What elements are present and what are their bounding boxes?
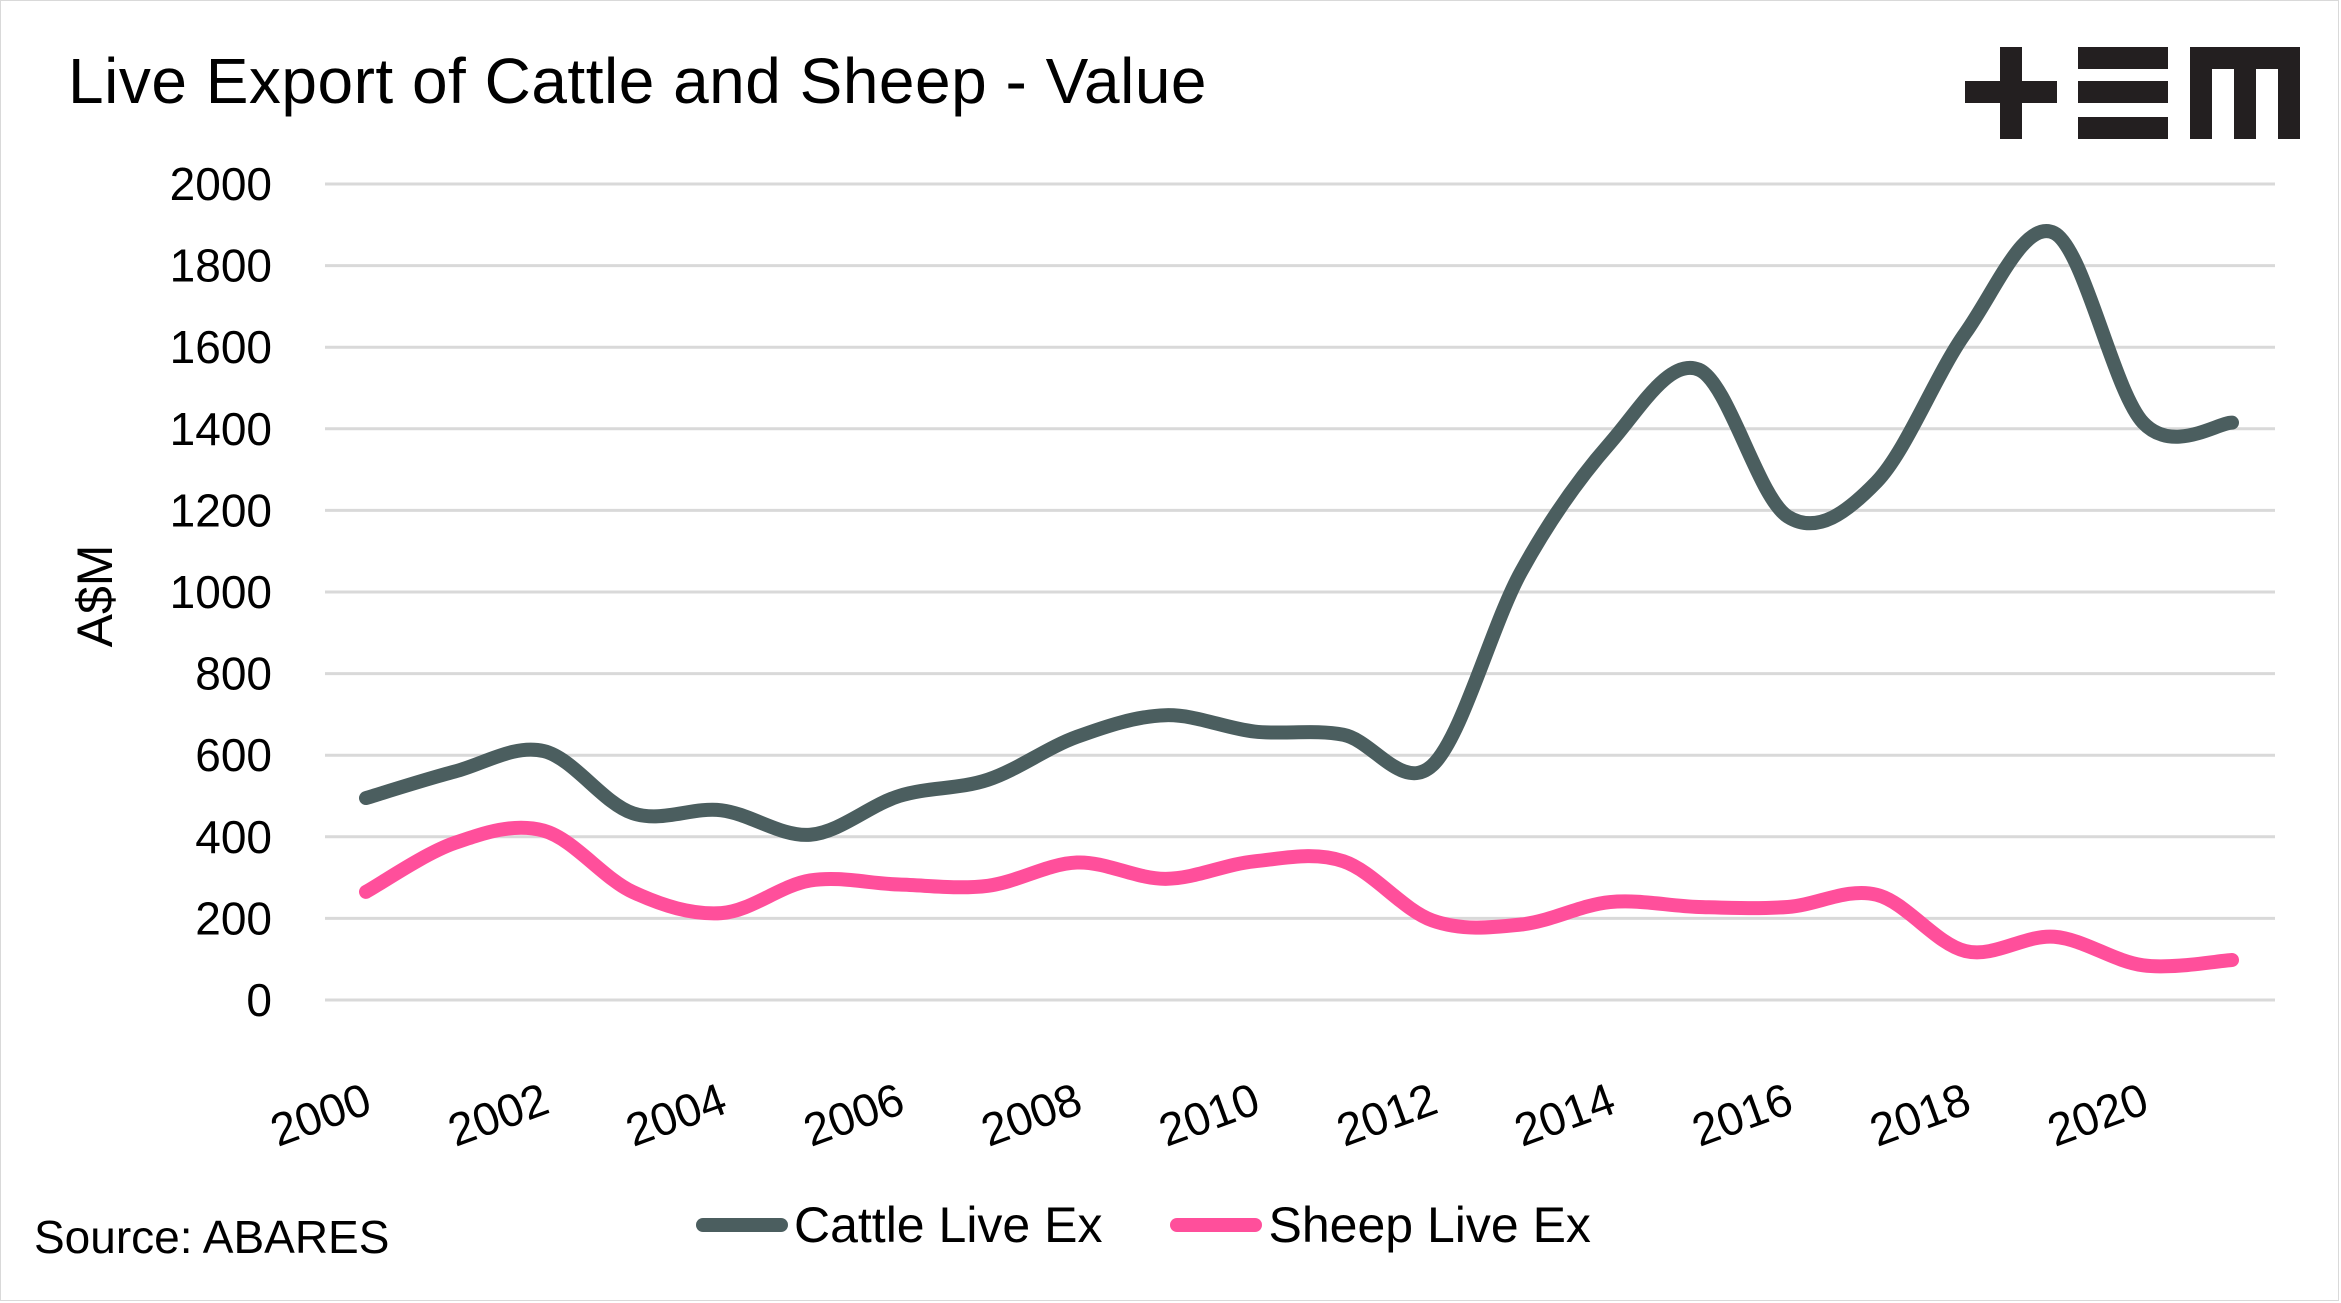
x-tick-label: 2006 (797, 1073, 911, 1157)
legend: Cattle Live Ex Sheep Live Ex (696, 1196, 1659, 1254)
legend-swatch-cattle (696, 1218, 788, 1232)
y-tick-label: 0 (246, 974, 272, 1026)
series-lines (359, 224, 2239, 974)
x-tick-label: 2014 (1507, 1073, 1621, 1157)
x-tick-label: 2010 (1152, 1073, 1266, 1157)
data-point-cattle-live-ex (1070, 730, 1084, 744)
data-point-sheep-live-ex (1248, 854, 1262, 868)
y-tick-label: 400 (195, 811, 272, 863)
y-tick-label: 600 (195, 729, 272, 781)
data-point-sheep-live-ex (537, 824, 551, 838)
x-tick-label: 2016 (1685, 1073, 1799, 1157)
data-point-cattle-live-ex (626, 806, 640, 820)
data-point-cattle-live-ex (892, 789, 906, 803)
data-point-sheep-live-ex (1336, 854, 1350, 868)
data-point-sheep-live-ex (359, 885, 373, 899)
logo-m-shape (2190, 47, 2300, 139)
x-tick-label: 2004 (619, 1073, 733, 1157)
data-point-sheep-live-ex (1692, 900, 1706, 914)
data-point-cattle-live-ex (359, 791, 373, 805)
data-point-sheep-live-ex (626, 885, 640, 899)
data-point-sheep-live-ex (1514, 918, 1528, 932)
data-point-cattle-live-ex (537, 744, 551, 758)
data-point-sheep-live-ex (1958, 944, 1972, 958)
y-tick-label: 1000 (170, 566, 272, 618)
x-tick-label: 2020 (2041, 1073, 2155, 1157)
data-point-cattle-live-ex (714, 803, 728, 817)
logo-plus-horizontal (1965, 81, 2057, 103)
data-point-cattle-live-ex (1603, 436, 1617, 450)
x-tick-label: 2000 (263, 1073, 377, 1157)
x-tick-labels: 2000 2002 2004 2006 2008 2010 2012 2014 2016 2018… (263, 1073, 2154, 1157)
data-point-sheep-live-ex (981, 879, 995, 893)
legend-label-sheep: Sheep Live Ex (1268, 1197, 1591, 1253)
data-point-cattle-live-ex (803, 828, 817, 842)
y-tick-label: 1400 (170, 403, 272, 455)
logo-e-bar-bottom (2078, 117, 2168, 139)
data-point-sheep-live-ex (1070, 856, 1084, 870)
logo-e-bar-top (2078, 47, 2168, 69)
y-tick-labels: 0 200 400 600 800 1000 1200 1400 1600 1800 2000 (170, 158, 272, 1026)
data-point-cattle-live-ex (1692, 363, 1706, 377)
y-axis-label: A$M (67, 545, 123, 648)
data-point-cattle-live-ex (2136, 416, 2150, 430)
legend-swatch-sheep (1170, 1218, 1263, 1232)
data-point-cattle-live-ex (2047, 226, 2061, 240)
legend-item-cattle: Cattle Live Ex (696, 1196, 1102, 1254)
data-point-sheep-live-ex (1159, 872, 1173, 886)
data-point-cattle-live-ex (1958, 326, 1972, 340)
x-tick-label: 2018 (1863, 1073, 1977, 1157)
data-point-cattle-live-ex (981, 773, 995, 787)
data-point-sheep-live-ex (892, 878, 906, 892)
x-tick-label: 2008 (974, 1073, 1088, 1157)
data-point-sheep-live-ex (803, 873, 817, 887)
y-tick-label: 800 (195, 648, 272, 700)
data-point-sheep-live-ex (1870, 888, 1884, 902)
legend-label-cattle: Cattle Live Ex (794, 1197, 1103, 1253)
data-point-sheep-live-ex (1781, 900, 1795, 914)
x-tick-label: 2012 (1330, 1073, 1444, 1157)
data-point-cattle-live-ex (448, 765, 462, 779)
data-point-cattle-live-ex (1425, 758, 1439, 772)
data-point-sheep-live-ex (2225, 953, 2239, 967)
y-tick-label: 2000 (170, 158, 272, 210)
data-point-sheep-live-ex (2136, 958, 2150, 972)
data-point-cattle-live-ex (1336, 728, 1350, 742)
legend-item-sheep: Sheep Live Ex (1170, 1196, 1591, 1254)
y-tick-label: 200 (195, 892, 272, 944)
y-tick-label: 1600 (170, 321, 272, 373)
data-point-sheep-live-ex (714, 906, 728, 920)
data-point-cattle-live-ex (2225, 416, 2239, 430)
y-tick-label: 1800 (170, 240, 272, 292)
y-tick-label: 1200 (170, 484, 272, 536)
chart-title: Live Export of Cattle and Sheep - Value (68, 45, 1207, 117)
data-point-cattle-live-ex (1514, 565, 1528, 579)
data-point-sheep-live-ex (2047, 930, 2061, 944)
data-point-sheep-live-ex (1603, 895, 1617, 909)
series-line-cattle-live-ex (359, 224, 2239, 842)
data-point-cattle-live-ex (1781, 510, 1795, 524)
brand-logo-icon (1965, 47, 2300, 139)
data-point-cattle-live-ex (1159, 708, 1173, 722)
series-line-sheep-live-ex (359, 820, 2239, 974)
logo-e-bar-middle (2078, 81, 2168, 103)
data-point-cattle-live-ex (1248, 725, 1262, 739)
data-point-cattle-live-ex (1870, 475, 1884, 489)
source-note: Source: ABARES (34, 1211, 390, 1263)
x-tick-label: 2002 (441, 1073, 555, 1157)
data-point-sheep-live-ex (1425, 913, 1439, 927)
data-point-sheep-live-ex (448, 836, 462, 850)
